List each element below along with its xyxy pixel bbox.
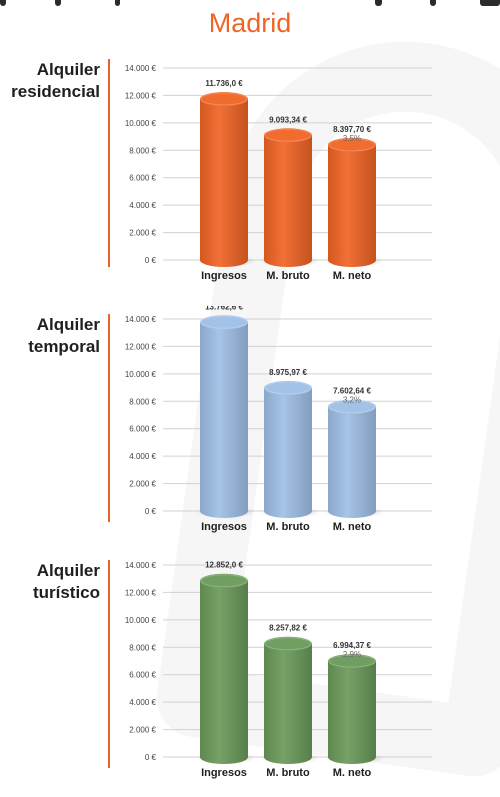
y-tick-label: 6.000 € <box>129 425 156 434</box>
y-tick-label: 12.000 € <box>125 588 157 597</box>
bar <box>196 92 256 267</box>
panel-title-line-1: Alquiler <box>36 561 100 580</box>
chart-panel-temporal: Alquiler temporal 0 € 2.000 € 4.000 € 6.000… <box>0 306 500 551</box>
bar <box>260 128 320 267</box>
data-label: 7.602,64 € <box>333 387 371 396</box>
y-tick-label: 12.000 € <box>125 342 157 351</box>
chart-panel-turistico: Alquiler turístico 0 € 2.000 € 4.000 € 6.00… <box>0 552 500 797</box>
bar <box>324 654 384 764</box>
data-label: 6.994,37 € <box>333 641 371 650</box>
y-tick-label: 0 € <box>145 256 157 265</box>
percent-label: 3,5% <box>343 134 361 143</box>
y-tick-label: 4.000 € <box>129 698 156 707</box>
y-tick-label: 14.000 € <box>125 315 157 324</box>
top-cropped-strip <box>0 0 500 6</box>
panel-title-line-1: Alquiler <box>36 60 100 79</box>
panel-title-line-1: Alquiler <box>36 315 100 334</box>
bar-chart-turistico: 0 € 2.000 € 4.000 € 6.000 € 8.000 € 10.000 € 1… <box>125 561 432 779</box>
x-tick-label: M. bruto <box>266 521 310 533</box>
bar <box>324 137 384 267</box>
accent-vertical-line <box>108 314 110 522</box>
data-label: 12.852,0 € <box>205 561 243 570</box>
panel-title: Alquiler turístico <box>0 560 100 604</box>
percent-label: 3,2% <box>343 396 361 405</box>
x-tick-label: Ingresos <box>201 521 247 533</box>
data-label: 8.257,82 € <box>269 624 307 633</box>
y-tick-label: 10.000 € <box>125 119 157 128</box>
accent-vertical-line <box>108 560 110 768</box>
y-tick-label: 8.000 € <box>129 146 156 155</box>
x-tick-label: Ingresos <box>201 767 247 779</box>
y-tick-label: 2.000 € <box>129 726 156 735</box>
y-tick-label: 10.000 € <box>125 370 157 379</box>
x-tick-label: M. neto <box>333 270 372 282</box>
bar <box>260 636 320 764</box>
data-label: 13.762,6 € <box>205 306 243 311</box>
bar-chart-residencial: 0 € 2.000 € 4.000 € 6.000 € 8.000 € 10.000 € 1… <box>125 64 432 282</box>
x-tick-label: M. bruto <box>266 767 310 779</box>
y-tick-label: 8.000 € <box>129 643 156 652</box>
bar <box>196 315 256 518</box>
y-tick-label: 14.000 € <box>125 64 157 73</box>
y-tick-label: 4.000 € <box>129 452 156 461</box>
y-tick-label: 6.000 € <box>129 174 156 183</box>
panel-title: Alquiler temporal <box>0 314 100 358</box>
y-tick-label: 10.000 € <box>125 616 157 625</box>
panel-title-line-2: residencial <box>11 82 100 101</box>
y-tick-label: 2.000 € <box>129 480 156 489</box>
y-tick-label: 0 € <box>145 753 157 762</box>
data-label: 8.975,97 € <box>269 368 307 377</box>
y-tick-label: 6.000 € <box>129 671 156 680</box>
data-label: 9.093,34 € <box>269 115 307 124</box>
y-tick-label: 12.000 € <box>125 91 157 100</box>
accent-vertical-line <box>108 59 110 267</box>
data-label: 11.736,0 € <box>205 79 243 88</box>
x-tick-label: Ingresos <box>201 270 247 282</box>
bar <box>324 399 384 518</box>
y-tick-label: 4.000 € <box>129 201 156 210</box>
panel-title: Alquiler residencial <box>0 59 100 103</box>
city-title: Madrid <box>208 8 292 38</box>
panel-title-line-2: temporal <box>28 337 100 356</box>
x-tick-label: M. bruto <box>266 270 310 282</box>
chart-panel-residencial: Alquiler residencial 0 € 2.000 € 4.000 € 6.… <box>0 55 500 300</box>
y-tick-label: 8.000 € <box>129 397 156 406</box>
bar-chart-temporal: 0 € 2.000 € 4.000 € 6.000 € 8.000 € 10.000 € 1… <box>125 306 432 533</box>
y-tick-label: 14.000 € <box>125 561 157 570</box>
y-tick-label: 2.000 € <box>129 229 156 238</box>
data-label: 8.397,70 € <box>333 125 371 134</box>
percent-label: 2,9% <box>343 650 361 659</box>
bar <box>260 380 320 518</box>
bar <box>196 573 256 764</box>
y-tick-label: 0 € <box>145 507 157 516</box>
panel-title-line-2: turístico <box>32 583 100 602</box>
x-tick-label: M. neto <box>333 767 372 779</box>
x-tick-label: M. neto <box>333 521 372 533</box>
